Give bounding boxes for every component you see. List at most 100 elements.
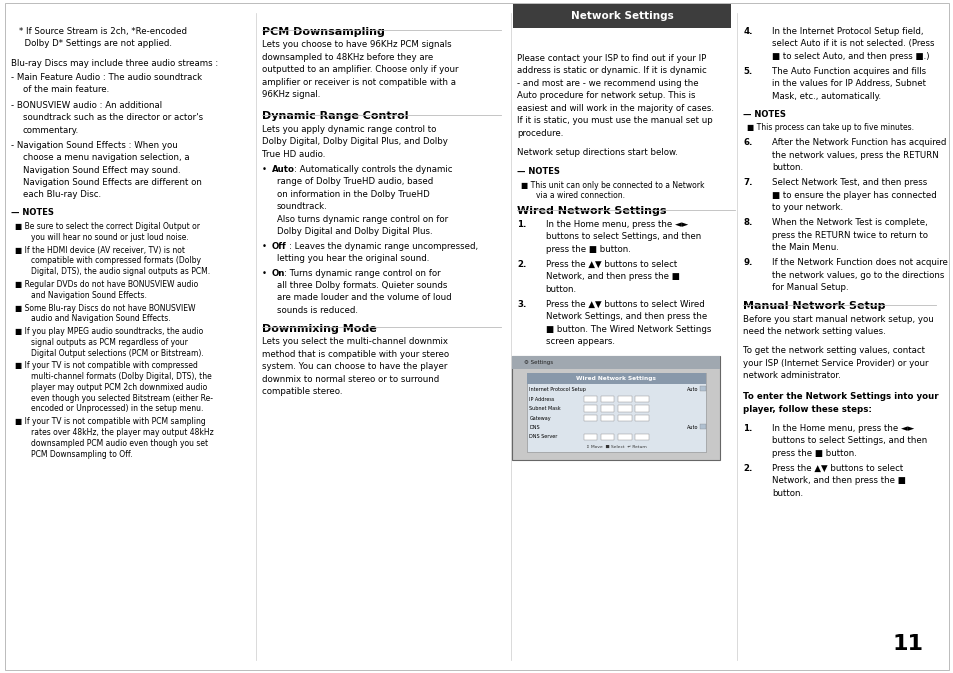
Text: After the Network Function has acquired: After the Network Function has acquired: [771, 138, 945, 147]
Text: 2.: 2.: [742, 464, 752, 473]
Text: Dolby Digital and Dolby Digital Plus.: Dolby Digital and Dolby Digital Plus.: [276, 227, 432, 236]
Text: Also turns dynamic range control on for: Also turns dynamic range control on for: [276, 215, 447, 223]
Text: If it is static, you must use the manual set up: If it is static, you must use the manual…: [517, 116, 712, 125]
Text: via a wired connection.: via a wired connection.: [536, 191, 624, 201]
Text: Network, and then press the ■: Network, and then press the ■: [545, 272, 679, 281]
Bar: [526, 373, 705, 452]
Text: button.: button.: [771, 163, 802, 172]
Text: 7.: 7.: [742, 178, 752, 187]
Text: are made louder and the volume of loud: are made louder and the volume of loud: [276, 293, 451, 302]
Text: address is static or dynamic. If it is dynamic: address is static or dynamic. If it is d…: [517, 67, 706, 75]
Text: downsampled to 48KHz before they are: downsampled to 48KHz before they are: [262, 53, 434, 62]
Text: Dolby D* Settings are not applied.: Dolby D* Settings are not applied.: [19, 39, 172, 48]
Text: Off: Off: [272, 242, 286, 250]
Text: 6.: 6.: [742, 138, 752, 147]
Text: ⇕ Move  ■ Select  ↵ Return: ⇕ Move ■ Select ↵ Return: [585, 446, 646, 449]
Text: •: •: [262, 269, 270, 277]
Text: easiest and will work in the majority of cases.: easiest and will work in the majority of…: [517, 104, 713, 112]
Text: DNS: DNS: [529, 425, 539, 430]
Bar: [618, 396, 631, 402]
Text: rates over 48kHz, the player may output 48kHz: rates over 48kHz, the player may output …: [30, 428, 213, 437]
Text: 8.: 8.: [742, 218, 752, 227]
Text: - Main Feature Audio : The audio soundtrack: - Main Feature Audio : The audio soundtr…: [11, 73, 202, 82]
Text: ■ If your TV is not compatible with compressed: ■ If your TV is not compatible with comp…: [15, 361, 198, 370]
Bar: [618, 405, 631, 411]
Text: soundtrack such as the director or actor's: soundtrack such as the director or actor…: [23, 113, 203, 122]
Bar: [583, 433, 597, 439]
Text: In the Internet Protocol Setup field,: In the Internet Protocol Setup field,: [771, 27, 923, 36]
Bar: [635, 415, 648, 421]
Text: - and most are - we recommend using the: - and most are - we recommend using the: [517, 79, 698, 87]
Text: ■ to select Auto, and then press ■.): ■ to select Auto, and then press ■.): [771, 52, 928, 61]
Bar: [600, 405, 614, 411]
Text: : Leaves the dynamic range uncompressed,: : Leaves the dynamic range uncompressed,: [289, 242, 477, 250]
Text: To enter the Network Settings into your: To enter the Network Settings into your: [742, 392, 938, 401]
Bar: [600, 433, 614, 439]
Text: button.: button.: [771, 489, 802, 498]
Text: ⚙ Settings: ⚙ Settings: [523, 360, 553, 365]
Text: IP Address: IP Address: [529, 396, 555, 402]
Text: Gateway: Gateway: [529, 415, 551, 421]
Text: 11: 11: [892, 634, 923, 654]
Text: 96KHz signal.: 96KHz signal.: [262, 90, 320, 99]
Text: 4.: 4.: [742, 27, 752, 36]
Text: Wired Network Settings: Wired Network Settings: [576, 376, 656, 381]
Text: encoded or Unprocessed) in the setup menu.: encoded or Unprocessed) in the setup men…: [30, 404, 203, 413]
Bar: [618, 433, 631, 439]
Text: multi-channel formats (Dolby Digital, DTS), the: multi-channel formats (Dolby Digital, DT…: [30, 372, 211, 381]
Text: DNS Server: DNS Server: [529, 434, 558, 439]
Text: downsampled PCM audio even though you set: downsampled PCM audio even though you se…: [30, 439, 208, 448]
Text: range of Dolby TrueHD audio, based: range of Dolby TrueHD audio, based: [276, 177, 433, 186]
Text: Auto: Auto: [686, 425, 698, 430]
Text: need the network setting values.: need the network setting values.: [742, 327, 885, 336]
Text: each Blu-ray Disc.: each Blu-ray Disc.: [23, 190, 101, 199]
Text: of the main feature.: of the main feature.: [23, 85, 109, 94]
Text: When the Network Test is complete,: When the Network Test is complete,: [771, 218, 926, 227]
Text: and Navigation Sound Effects.: and Navigation Sound Effects.: [30, 291, 146, 299]
Text: Downmixing Mode: Downmixing Mode: [262, 324, 376, 334]
Bar: [513, 4, 730, 28]
Bar: [526, 373, 705, 384]
Text: compatible with compressed formats (Dolby: compatible with compressed formats (Dolb…: [30, 256, 200, 265]
Text: In the Home menu, press the ◄►: In the Home menu, press the ◄►: [545, 219, 687, 229]
Text: compatible stereo.: compatible stereo.: [262, 387, 342, 396]
Text: 3.: 3.: [517, 299, 526, 309]
Text: •: •: [262, 242, 270, 250]
Text: — NOTES: — NOTES: [742, 110, 785, 118]
Text: Press the ▲▼ buttons to select Wired: Press the ▲▼ buttons to select Wired: [545, 299, 703, 309]
Text: signal outputs as PCM regardless of your: signal outputs as PCM regardless of your: [30, 338, 187, 347]
Text: to your network.: to your network.: [771, 203, 842, 212]
Text: True HD audio.: True HD audio.: [262, 149, 325, 159]
Text: ■ If you play MPEG audio soundtracks, the audio: ■ If you play MPEG audio soundtracks, th…: [15, 327, 203, 336]
Text: player may output PCM 2ch downmixed audio: player may output PCM 2ch downmixed audi…: [30, 383, 207, 392]
Text: procedure.: procedure.: [517, 129, 563, 137]
Text: ■ If your TV is not compatible with PCM sampling: ■ If your TV is not compatible with PCM …: [15, 417, 206, 426]
Text: Network Settings, and then press the: Network Settings, and then press the: [545, 312, 706, 321]
Text: Lets you select the multi-channel downmix: Lets you select the multi-channel downmi…: [262, 337, 448, 346]
Text: Network setup directions start below.: Network setup directions start below.: [517, 147, 678, 157]
Bar: [635, 396, 648, 402]
Bar: [583, 405, 597, 411]
Text: ■ to ensure the player has connected: ■ to ensure the player has connected: [771, 190, 936, 200]
Text: Subnet Mask: Subnet Mask: [529, 406, 560, 411]
Text: ■ Some Blu-ray Discs do not have BONUSVIEW: ■ Some Blu-ray Discs do not have BONUSVI…: [15, 304, 195, 312]
Text: network administrator.: network administrator.: [742, 371, 840, 380]
Bar: [583, 396, 597, 402]
Text: press the ■ button.: press the ■ button.: [771, 449, 856, 458]
Text: Digital Output selections (PCM or Bitstream).: Digital Output selections (PCM or Bitstr…: [30, 349, 203, 357]
Text: Dynamic Range Control: Dynamic Range Control: [262, 111, 409, 121]
Text: Auto: Auto: [272, 165, 294, 174]
Text: - BONUSVIEW audio : An additional: - BONUSVIEW audio : An additional: [11, 100, 162, 110]
Text: The Auto Function acquires and fills: The Auto Function acquires and fills: [771, 67, 925, 76]
Text: 1.: 1.: [742, 424, 752, 433]
Text: Auto: Auto: [686, 387, 698, 392]
Text: Please contact your ISP to find out if your IP: Please contact your ISP to find out if y…: [517, 54, 705, 63]
Text: choose a menu navigation selection, a: choose a menu navigation selection, a: [23, 153, 190, 162]
Text: Dolby Digital, Dolby Digital Plus, and Dolby: Dolby Digital, Dolby Digital Plus, and D…: [262, 137, 448, 146]
Text: Auto procedure for network setup. This is: Auto procedure for network setup. This i…: [517, 92, 695, 100]
Text: select Auto if it is not selected. (Press: select Auto if it is not selected. (Pres…: [771, 39, 933, 48]
Text: Select Network Test, and then press: Select Network Test, and then press: [771, 178, 926, 187]
Text: On: On: [272, 269, 285, 277]
Text: : Turns dynamic range control on for: : Turns dynamic range control on for: [283, 269, 440, 277]
Text: ■ button. The Wired Network Settings: ■ button. The Wired Network Settings: [545, 324, 710, 334]
